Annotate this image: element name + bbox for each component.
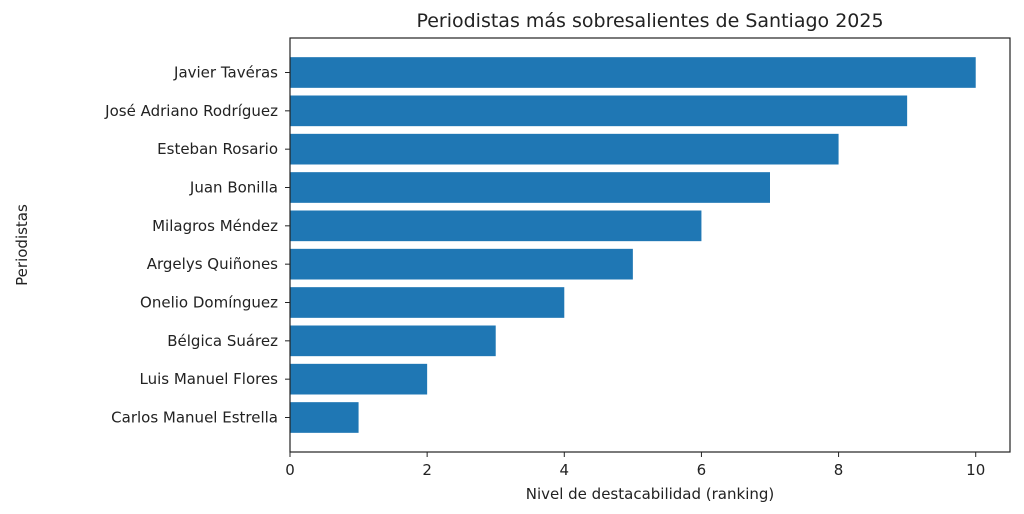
bar — [290, 172, 770, 203]
bar — [290, 248, 633, 280]
bar — [290, 325, 496, 357]
y-tick-label: Javier Tavéras — [173, 64, 278, 82]
y-tick-label: Esteban Rosario — [157, 140, 278, 158]
bar — [290, 210, 702, 242]
y-tick-label: José Adriano Rodríguez — [104, 102, 278, 120]
x-tick-label: 10 — [966, 461, 985, 479]
y-axis-label: Periodistas — [13, 204, 31, 286]
bar — [290, 363, 428, 395]
y-tick-label: Luis Manuel Flores — [139, 370, 278, 388]
y-tick-label: Onelio Domínguez — [140, 294, 278, 312]
x-tick-label: 6 — [697, 461, 707, 479]
x-axis-label: Nivel de destacabilidad (ranking) — [526, 485, 775, 503]
bar — [290, 402, 359, 433]
x-tick-label: 4 — [560, 461, 570, 479]
plot-area-frame — [289, 37, 1011, 453]
bar — [290, 287, 565, 318]
y-tick-label: Milagros Méndez — [152, 217, 278, 235]
bar — [290, 133, 839, 165]
y-tick-label: Juan Bonilla — [189, 179, 278, 197]
x-tick-label: 2 — [422, 461, 432, 479]
bar — [290, 95, 908, 127]
chart-title: Periodistas más sobresalientes de Santia… — [416, 10, 883, 32]
bar — [290, 57, 976, 88]
x-tick-label: 0 — [285, 461, 295, 479]
y-tick-label: Carlos Manuel Estrella — [111, 409, 278, 427]
y-tick-label: Bélgica Suárez — [167, 332, 278, 350]
x-tick-label: 8 — [834, 461, 844, 479]
y-tick-label: Argelys Quiñones — [147, 255, 278, 273]
